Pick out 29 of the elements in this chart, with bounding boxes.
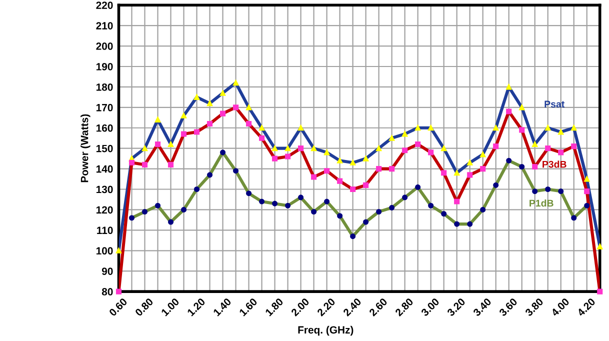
series-label: P3dB: [542, 160, 566, 168]
y-tick-label: 200: [96, 42, 113, 50]
x-tick-label: 3.40: [472, 298, 492, 317]
y-tick-label: 130: [96, 186, 113, 194]
x-tick-label: 3.80: [524, 298, 544, 317]
x-axis-title: Freq. (GHz): [298, 326, 354, 336]
y-tick-label: 170: [96, 104, 113, 112]
y-tick-label: 210: [96, 22, 113, 30]
x-tick-label: 3.20: [446, 298, 466, 317]
x-tick-label: 4.00: [550, 298, 570, 317]
x-tick-label: 3.00: [420, 298, 440, 317]
y-tick-label: 180: [96, 83, 113, 91]
y-tick-label: 150: [96, 144, 113, 152]
y-tick-label: 220: [96, 2, 113, 9]
y-tick-label: 160: [96, 124, 113, 132]
y-tick-label: 190: [96, 62, 113, 70]
x-tick-label: 4.20: [576, 298, 596, 317]
y-axis-title: Power (Watts): [80, 114, 90, 182]
series-label: P1dB: [530, 199, 554, 207]
y-tick-label: 90: [102, 268, 113, 275]
x-tick-label: 0.60: [108, 298, 128, 317]
y-tick-label: 110: [97, 226, 113, 234]
y-tick-label: 80: [102, 288, 113, 296]
x-tick-label: 3.60: [498, 298, 518, 317]
series-label: Psat: [544, 100, 565, 108]
y-tick-label: 140: [96, 165, 113, 173]
x-tick-label: 0.80: [134, 298, 154, 317]
y-tick-label: 100: [96, 247, 113, 255]
y-tick-label: 120: [96, 206, 113, 214]
